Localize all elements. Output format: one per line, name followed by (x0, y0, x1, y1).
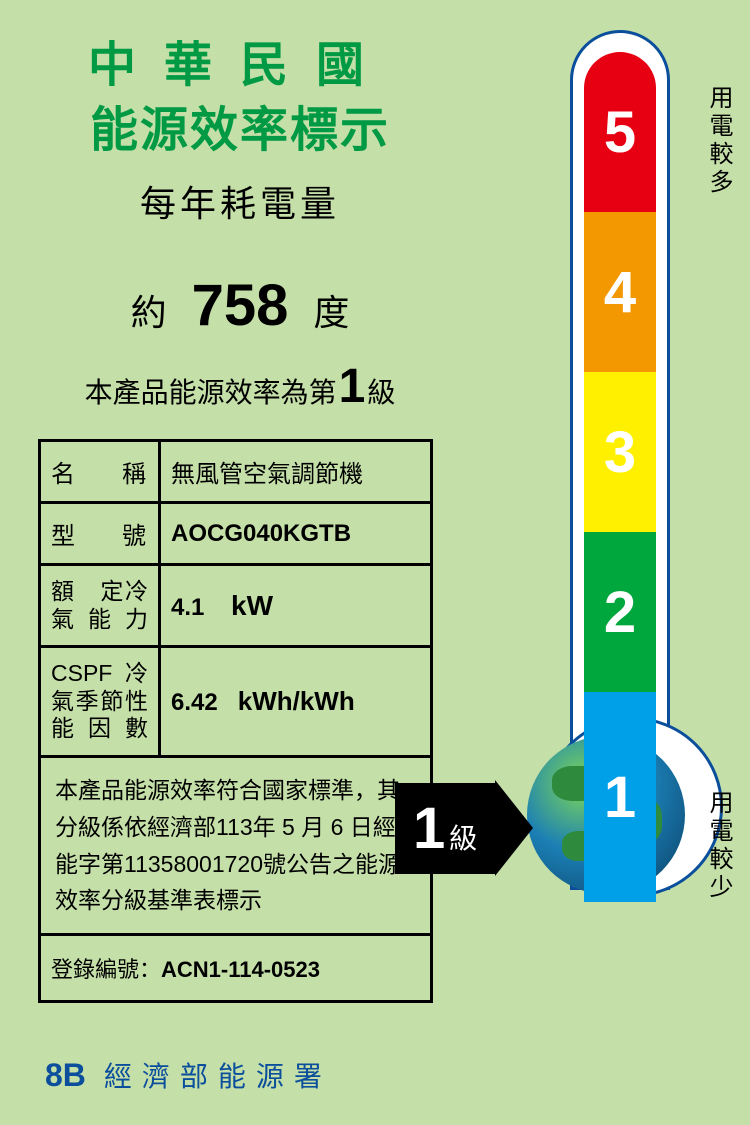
thermo-segment-number: 5 (604, 99, 636, 166)
thermo-segment-number: 3 (604, 419, 636, 486)
thermo-segment-number: 2 (604, 579, 636, 646)
annual-consumption-label: 每年耗電量 (40, 175, 440, 227)
name-value: 無風管空氣調節機 (160, 441, 432, 503)
label-title: 能源效率標示 (40, 90, 440, 160)
capacity-cell: 4.1 kW (160, 565, 432, 647)
grade-arrow-badge: 1 級 (395, 780, 533, 876)
cspf-value: 6.42 (171, 689, 218, 716)
compliance-text: 本產品能源效率符合國家標準，其分級係依經濟部113年 5 月 6 日經能字第11… (40, 756, 432, 934)
agency-logo-icon: 8B (45, 1057, 86, 1094)
arrow-body: 1 級 (395, 783, 495, 874)
arrow-grade-number: 1 (413, 795, 445, 862)
cspf-label: CSPF冷氣季節性能因數 (40, 647, 160, 757)
product-info-table: 名 稱 無風管空氣調節機 型 號 AOCG040KGTB 額 定冷氣能力 4.1… (38, 439, 433, 1003)
thermo-segment-2: 2 (584, 532, 656, 692)
thermometer-tube: 5 4 3 2 1 (584, 52, 656, 902)
less-power-label: 用電較少 (701, 790, 736, 902)
registration-cell: 登錄編號：ACN1-114-0523 (40, 935, 432, 1002)
reg-label: 登錄編號： (51, 957, 161, 982)
reg-value: ACN1-114-0523 (161, 957, 320, 982)
cspf-cell: 6.42 kWh/kWh (160, 647, 432, 757)
thermo-segment-4: 4 (584, 212, 656, 372)
name-label: 名 稱 (40, 441, 160, 503)
thermo-segment-number: 1 (604, 764, 636, 831)
thermometer: 5 4 3 2 1 (560, 30, 680, 1030)
agency-name: 經濟部能源署 (104, 1055, 332, 1095)
arrow-tip-icon (495, 780, 533, 876)
grade-number: 1 (339, 359, 366, 414)
annual-kwh-value: 758 (192, 272, 289, 339)
capacity-value: 4.1 (171, 594, 204, 621)
thermo-segment-number: 4 (604, 259, 636, 326)
model-value: AOCG040KGTB (160, 503, 432, 565)
thermo-segment-5: 5 (584, 52, 656, 212)
efficiency-grade-line: 本產品能源效率為第 1 級 (40, 359, 440, 414)
capacity-label: 額 定冷氣能力 (40, 565, 160, 647)
approx-text: 約 (131, 284, 167, 336)
country-title: 中華民國 (40, 25, 440, 95)
cspf-unit: kWh/kWh (238, 686, 355, 716)
arrow-grade-suffix: 級 (449, 817, 477, 857)
more-power-label: 用電較多 (701, 85, 736, 197)
capacity-unit: kW (231, 590, 273, 621)
grade-suffix: 級 (367, 371, 395, 411)
footer: 8B 經濟部能源署 (45, 1055, 332, 1095)
thermo-segment-3: 3 (584, 372, 656, 532)
consumption-row: 約 758 度 (40, 272, 440, 339)
model-label: 型 號 (40, 503, 160, 565)
kwh-unit: 度 (313, 284, 349, 336)
grade-prefix: 本產品能源效率為第 (85, 371, 337, 411)
thermo-segment-1: 1 (584, 692, 656, 902)
